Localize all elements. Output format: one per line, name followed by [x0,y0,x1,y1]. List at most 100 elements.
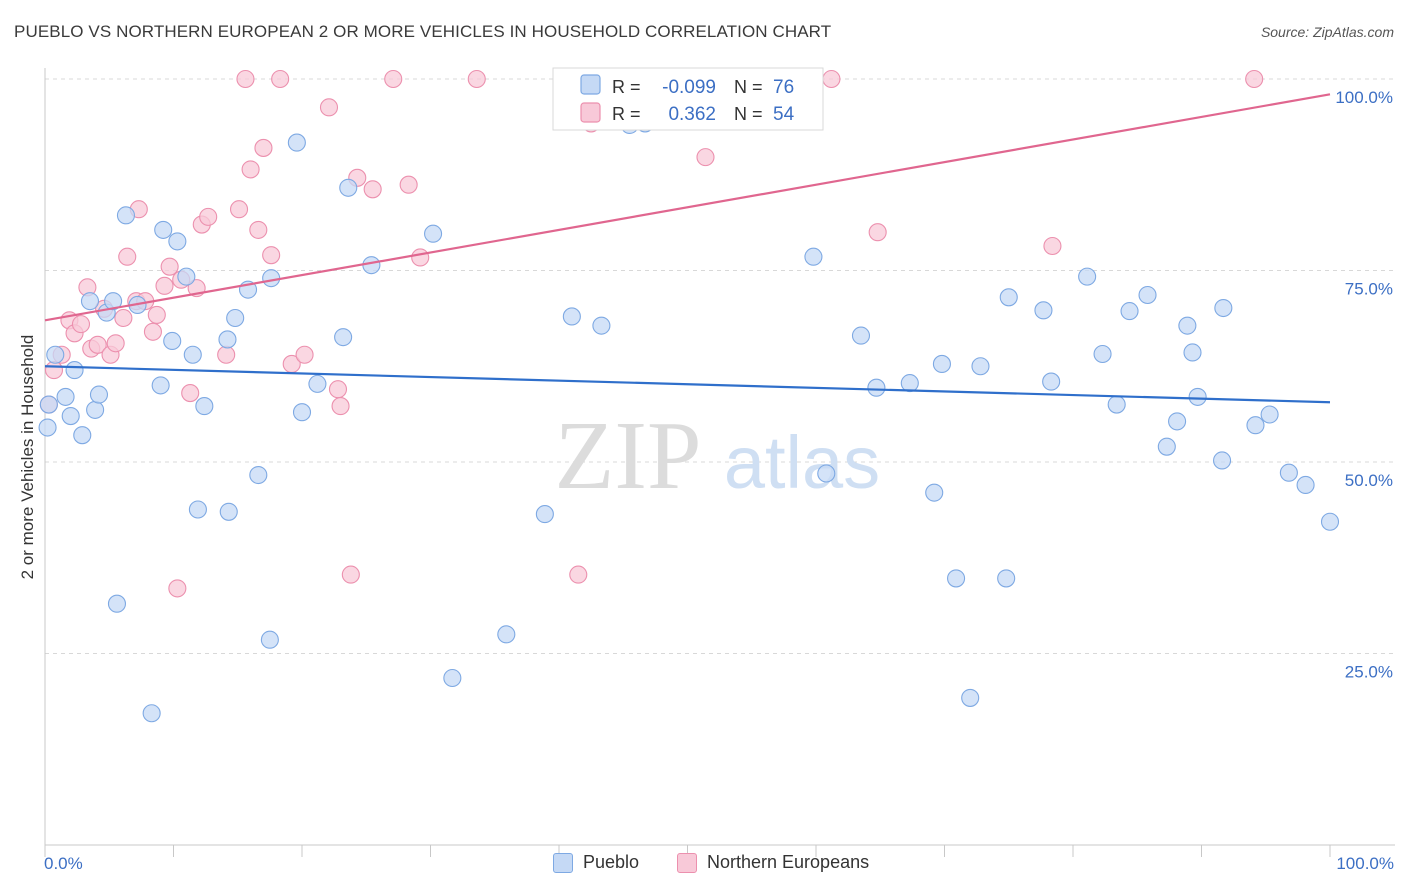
point-northern-52 [1043,236,1062,256]
watermark: ZIP atlas [555,402,881,510]
point-pueblo-35 [362,256,381,275]
point-pueblo-33 [334,328,353,347]
point-pueblo-14 [142,704,161,723]
trend-lines [44,93,1331,404]
point-pueblo-70 [1246,416,1265,435]
point-pueblo-17 [163,331,182,351]
point-northern-43 [384,69,403,89]
point-northern-45 [411,248,430,267]
point-pueblo-21 [188,500,207,519]
point-pueblo-59 [1093,344,1112,364]
point-pueblo-46 [851,326,871,345]
point-pueblo-49 [925,483,944,502]
point-pueblo-71 [1260,405,1279,424]
point-pueblo-19 [177,267,196,286]
point-pueblo-48 [900,374,919,393]
point-pueblo-28 [260,630,279,649]
y-tick-label-1: 50.0% [1345,471,1393,490]
point-pueblo-8 [89,385,109,404]
point-pueblo-68 [1213,451,1232,470]
legend-item-northern[interactable]: Northern Europeans [677,852,869,873]
point-pueblo-7 [86,400,105,419]
point-pueblo-44 [804,247,823,266]
watermark-zip: ZIP [555,402,702,510]
point-pueblo-41 [592,316,611,335]
point-pueblo-12 [116,206,136,225]
point-pueblo-63 [1157,437,1176,456]
point-pueblo-74 [1320,512,1340,531]
point-pueblo-16 [154,220,173,239]
point-pueblo-32 [308,374,327,393]
legend-label-pueblo: Pueblo [583,852,640,872]
point-pueblo-20 [183,345,202,364]
point-northern-33 [262,246,281,265]
point-pueblo-69 [1214,298,1233,318]
legend-n-label-pueblo: N = [734,77,763,97]
legend-item-pueblo[interactable]: Pueblo [553,852,639,873]
series-legend: Pueblo Northern Europeans [0,852,1406,878]
point-pueblo-22 [195,397,214,416]
point-pueblo-39 [535,505,554,524]
y-tick-label-0: 25.0% [1345,663,1393,682]
point-northern-37 [319,98,339,117]
point-pueblo-31 [292,403,312,422]
point-northern-38 [328,380,348,399]
point-northern-53 [1245,69,1264,89]
point-northern-20 [160,257,179,276]
point-northern-27 [217,345,236,364]
point-northern-11 [106,334,125,353]
point-pueblo-47 [867,378,886,397]
point-pueblo-62 [1138,285,1157,305]
point-pueblo-4 [65,361,84,380]
point-pueblo-11 [107,594,127,613]
y-tick-label-3: 100.0% [1335,88,1393,107]
point-northern-47 [569,565,588,584]
point-pueblo-3 [61,406,80,426]
point-pueblo-10 [104,292,123,311]
point-pueblo-54 [999,288,1018,307]
x-tick-label-max: 100.0% [1336,854,1394,873]
point-pueblo-2 [56,387,75,406]
point-pueblo-58 [1078,267,1097,286]
legend-r-label-pueblo: R = [612,77,641,97]
point-pueblo-51 [947,569,966,588]
y-tick-labels: 25.0% 50.0% 75.0% 100.0% [1335,88,1393,682]
point-pueblo-66 [1183,343,1202,362]
point-pueblo-37 [443,668,462,688]
source-label: Source: ZipAtlas.com [1260,24,1394,40]
point-pueblo-52 [961,688,980,707]
point-northern-12 [114,308,133,328]
legend-n-value-northern: 54 [773,104,795,125]
point-pueblo-29 [262,269,281,288]
point-pueblo-36 [424,224,443,243]
point-northern-39 [331,397,350,416]
point-pueblo-15 [151,376,170,395]
point-pueblo-40 [562,307,581,326]
point-northern-49 [696,148,715,167]
point-northern-44 [399,175,418,194]
point-northern-26 [199,207,218,226]
legend-swatch-pueblo-bottom [553,852,573,873]
y-axis-label: 2 or more Vehicles in Household [18,335,37,580]
point-northern-34 [271,69,290,89]
point-pueblo-61 [1120,302,1139,321]
point-pueblo-55 [997,569,1016,588]
point-northern-32 [254,138,273,157]
point-pueblo-65 [1178,316,1197,335]
x-tick-label-min: 0.0% [44,854,83,873]
point-pueblo-25 [226,308,245,328]
point-pueblo-53 [971,357,990,376]
point-northern-19 [155,276,174,295]
legend-r-value-northern: 0.362 [668,104,716,125]
chart-title: PUEBLO VS NORTHERN EUROPEAN 2 OR MORE VE… [14,22,832,41]
point-pueblo-60 [1107,395,1126,414]
point-pueblo-45 [817,464,836,483]
point-northern-8 [88,335,107,354]
point-northern-36 [295,345,314,364]
point-pueblo-50 [932,354,951,374]
point-northern-18 [147,305,166,324]
point-pueblo-67 [1188,387,1207,406]
correlation-legend: R = -0.099 N = 76 R = 0.362 N = 54 [552,67,824,131]
point-pueblo-34 [339,178,358,197]
point-pueblo-73 [1296,475,1315,495]
